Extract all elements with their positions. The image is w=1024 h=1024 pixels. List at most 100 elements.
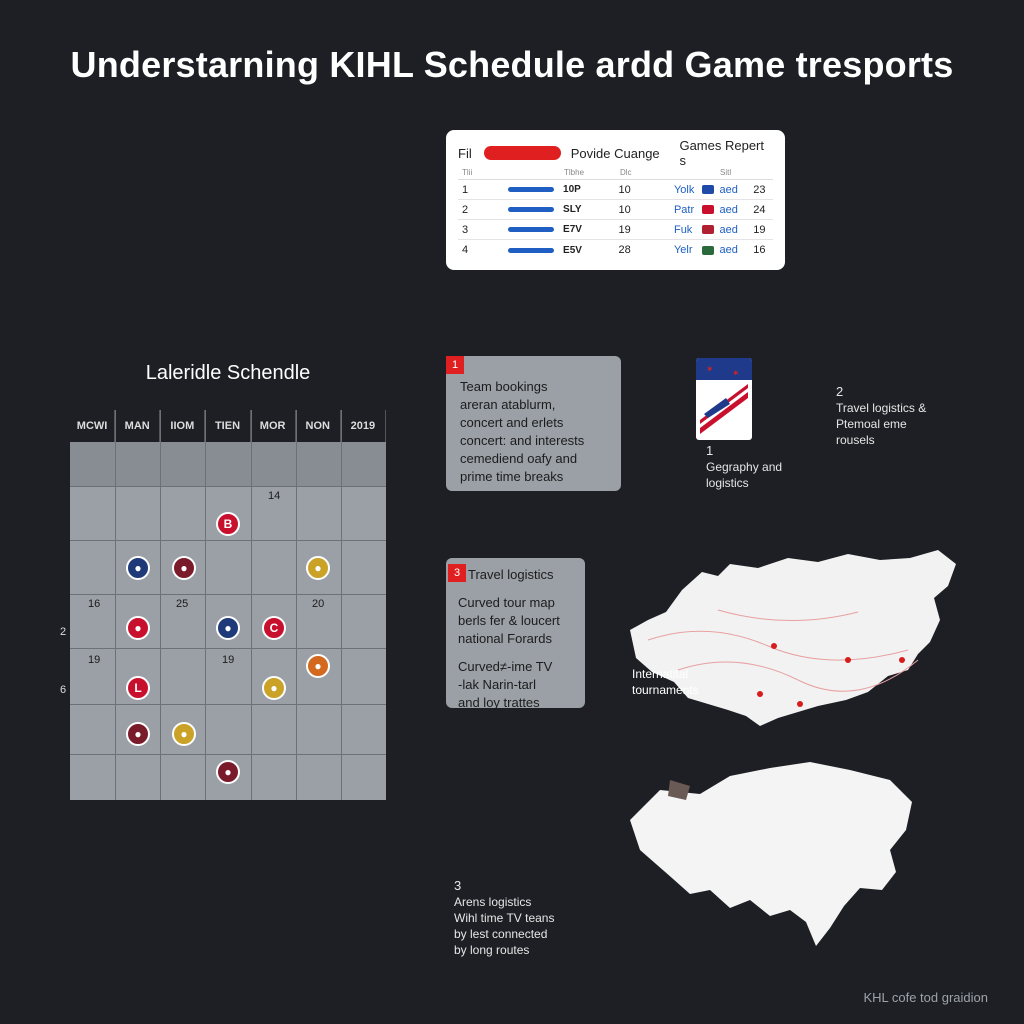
row-city: Fuk (673, 223, 693, 236)
subheader-2: Dlc (620, 168, 632, 177)
svg-text:✶: ✶ (706, 364, 714, 374)
row-value: 19 (618, 223, 631, 236)
note-travel-line-0: Travel logistics & (836, 401, 927, 415)
row-bar (507, 207, 563, 212)
calendar-gridline (70, 486, 386, 487)
team-logo-icon[interactable]: ● (126, 616, 150, 640)
row-code: E5V (563, 244, 582, 256)
box2a-line: berls fer & loucert (458, 613, 560, 628)
calendar-day-number: 20 (312, 598, 325, 610)
box2b-line: Curved≠-ime TV (458, 659, 553, 674)
calendar-gridline (340, 410, 342, 800)
box2b-line: and loy trattes (458, 695, 540, 710)
info-box-travel-title: Travel logistics (468, 567, 554, 582)
calendar-day-number: 19 (222, 654, 235, 666)
row-value: 28 (618, 244, 631, 256)
note-travel-logistics: 2 Travel logistics & Ptemoal eme rousels (836, 384, 926, 448)
info-box-team-bookings: 1 Team bookings areran atablurm, concert a… (446, 356, 621, 491)
schedule-calendar: MCWI MAN IIOM TIEN MOR NON 2019 14 16 25 20 19 19 B ●… (70, 410, 386, 800)
usa-flag-icon: ✶ ✶ (696, 358, 752, 440)
subheader-3: Sitl (720, 168, 732, 177)
calendar-day-header: IIOM (160, 410, 206, 442)
subheader-1: Tlbhe (564, 168, 585, 177)
table-row[interactable]: 2 SLY 10 Patr aed 24 (458, 200, 773, 220)
row-city: Yelr (673, 244, 693, 256)
row-number: 4 (462, 244, 469, 256)
box1-line: concert: and interests (460, 433, 585, 448)
team-logo-icon[interactable]: L (126, 676, 150, 700)
row-value: 10 (618, 183, 631, 196)
calendar-day-number: 14 (268, 490, 281, 502)
page-title: Understarning KIHL Schedule ardd Game tr… (70, 44, 954, 85)
box1-line: concert and erlets (460, 415, 564, 430)
filter-bar[interactable] (483, 146, 561, 160)
map-city-dot (771, 643, 777, 649)
calendar-gridline (115, 410, 117, 800)
side-mark-a: 2 (60, 626, 67, 638)
calendar-header: MCWI MAN IIOM TIEN MOR NON 2019 (70, 410, 386, 442)
note-arena-num: 3 (454, 878, 462, 893)
row-last: 19 (753, 223, 766, 236)
team-logo-icon[interactable]: ● (262, 676, 286, 700)
map-city-dot (899, 657, 905, 663)
calendar-gridline (160, 410, 162, 800)
box2a-line: Curved tour map (458, 595, 555, 610)
note-arena-line-3: by long routes (454, 943, 530, 957)
calendar-day-number: 16 (88, 598, 101, 610)
row-flag-icon (701, 225, 720, 234)
row-and: aed (719, 203, 738, 216)
table-row[interactable]: 4 E5V 28 Yelr aed 16 (458, 240, 773, 260)
row-and: aed (719, 223, 738, 236)
row-number: 3 (462, 223, 469, 236)
row-value: 10 (618, 203, 631, 216)
row-and: aed (719, 244, 738, 256)
row-city: Patr (673, 203, 695, 216)
calendar-day-header: MCWI (70, 410, 116, 442)
row-last: 24 (753, 203, 766, 216)
team-logo-icon[interactable]: B (216, 512, 240, 536)
side-mark-b: 6 (60, 684, 67, 696)
calendar-day-header: 2019 (341, 410, 386, 442)
note-travel-num: 2 (836, 384, 844, 399)
team-logo-icon[interactable]: ● (126, 556, 150, 580)
map-label-line-0: Internatital (632, 667, 689, 681)
row-bar (507, 227, 563, 232)
map-label: Internatital tournaments (632, 666, 699, 698)
table-header-right: Games Repert s (679, 138, 765, 168)
box2a-line: national Forards (458, 631, 552, 646)
team-logo-icon[interactable]: ● (216, 760, 240, 784)
row-bar (507, 247, 563, 253)
team-logo-icon[interactable]: ● (126, 722, 150, 746)
note-arena-line-1: Wihl time TV teans (454, 911, 555, 925)
table-row[interactable]: 1 10P 10 Yolk aed 23 (458, 180, 773, 200)
team-logo-icon[interactable]: ● (306, 556, 330, 580)
map-city-dot (845, 657, 851, 663)
svg-text:✶: ✶ (732, 368, 740, 378)
row-code: E7V (563, 224, 582, 235)
note-arena-line-2: by lest connected (454, 927, 548, 941)
row-last: 16 (753, 244, 766, 256)
row-flag-icon (701, 185, 720, 194)
row-flag-icon (701, 205, 720, 214)
calendar-gridline (70, 648, 386, 649)
calendar-title: Laleridle Schendle (145, 362, 311, 384)
note-geography-num: 1 (706, 443, 714, 458)
box1-line: areran atablurm, (460, 397, 556, 412)
row-number: 2 (462, 203, 469, 216)
team-logo-icon[interactable]: ● (306, 654, 330, 678)
calendar-gridline (70, 594, 386, 595)
team-logo-icon[interactable]: ● (172, 556, 196, 580)
footer-caption: KHL cofe tod graidion (863, 990, 988, 1005)
note-geography: 1 Gegraphy and logistics (706, 443, 782, 491)
row-city: Yolk (673, 183, 695, 196)
row-bar (507, 187, 563, 192)
box2b-line: -lak Narin-tarl (458, 677, 537, 692)
team-logo-icon[interactable]: C (262, 616, 286, 640)
calendar-gridline (250, 410, 252, 800)
table-row[interactable]: 3 E7V 19 Fuk aed 19 (458, 220, 773, 240)
map-city-dot (757, 691, 763, 697)
note-geography-line-1: logistics (706, 476, 749, 490)
box1-line: prime time breaks (460, 469, 564, 484)
team-logo-icon[interactable]: ● (216, 616, 240, 640)
team-logo-icon[interactable]: ● (172, 722, 196, 746)
